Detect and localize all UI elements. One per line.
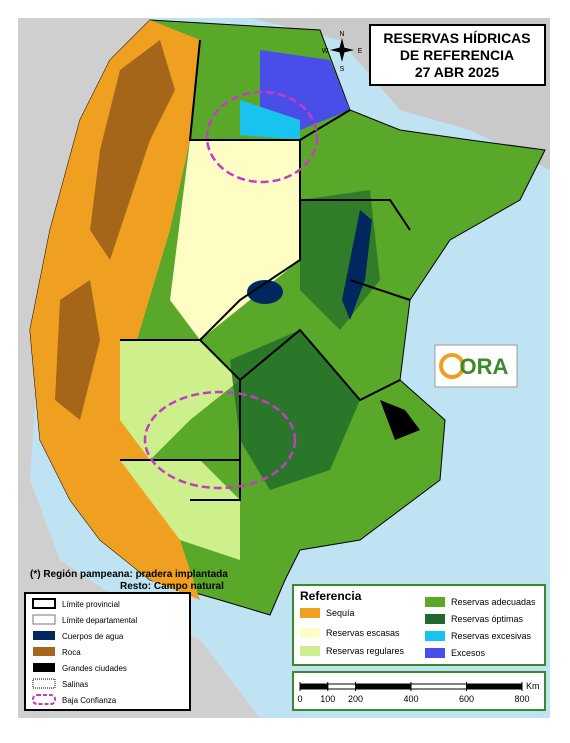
legend-swatch xyxy=(425,648,445,658)
legend-label: Excesos xyxy=(451,648,486,658)
title: RESERVAS HÍDRICAS xyxy=(383,30,530,46)
water-body xyxy=(342,210,372,320)
legend-swatch xyxy=(300,608,320,618)
logo-box xyxy=(434,344,518,388)
legend-swatch xyxy=(33,647,55,656)
legend-swatch xyxy=(300,628,320,638)
drought-area xyxy=(30,20,200,600)
legend-label: Cuerpos de agua xyxy=(62,632,124,641)
low-confidence xyxy=(205,90,319,184)
legend-swatch xyxy=(300,646,320,656)
compass-label: E xyxy=(358,48,363,55)
scale-label: 800 xyxy=(514,694,529,704)
legend-label: Reservas adecuadas xyxy=(451,597,536,607)
reference-box xyxy=(292,584,546,666)
legend-label: Grandes ciudades xyxy=(62,664,127,673)
title-box xyxy=(369,24,546,86)
regular-area xyxy=(120,460,240,560)
note: (*) Región pampeana: pradera implantada xyxy=(30,569,228,580)
province-borders xyxy=(120,39,411,501)
legend-label: Reservas excesivas xyxy=(451,631,532,641)
note: Resto: Campo natural xyxy=(120,581,224,592)
legend-label: Sequía xyxy=(326,608,355,618)
scale-segment xyxy=(466,683,523,690)
scale-unit: Km xyxy=(526,681,540,691)
compass-label: N xyxy=(339,31,344,38)
scale-label: 200 xyxy=(348,694,363,704)
scale-segment xyxy=(327,683,356,690)
excess-area xyxy=(260,50,350,130)
scale-label: 600 xyxy=(459,694,474,704)
rock-area xyxy=(55,280,100,420)
compass: N S E W xyxy=(322,31,363,73)
city xyxy=(380,400,420,440)
scale-segment xyxy=(299,683,329,690)
scale-box xyxy=(292,671,546,711)
legend-label: Límite departamental xyxy=(62,616,137,625)
legend-swatch xyxy=(33,663,55,672)
legend-label: Roca xyxy=(62,648,81,657)
legend-swatch xyxy=(425,631,445,641)
legend-label: Salinas xyxy=(62,680,88,689)
compass-label: W xyxy=(322,48,329,55)
scale-segment xyxy=(355,683,412,690)
rock-area xyxy=(90,40,175,260)
legend-label: Reservas regulares xyxy=(326,646,405,656)
legend-swatch xyxy=(425,614,445,624)
legend-label: Baja Confianza xyxy=(62,696,117,705)
compass-label: S xyxy=(340,66,345,73)
legend-swatch xyxy=(33,631,55,640)
scale-label: 0 xyxy=(297,694,302,704)
excessive-area xyxy=(240,100,300,140)
legend-label: Reservas óptimas xyxy=(451,614,524,624)
legend-swatch xyxy=(32,678,56,689)
legend-swatch xyxy=(425,597,445,607)
legend-label: Límite provincial xyxy=(62,600,120,609)
reference-title: Referencia xyxy=(300,589,362,603)
scarce-area xyxy=(170,140,300,340)
scale-bar: 0 100 200 400 600 800 Km xyxy=(297,681,539,704)
title: DE REFERENCIA xyxy=(400,47,514,63)
low-confidence xyxy=(143,390,297,490)
scale-label: 400 xyxy=(403,694,418,704)
logo-text: ORA xyxy=(460,354,509,379)
scale-label: 100 xyxy=(320,694,335,704)
title: 27 ABR 2025 xyxy=(415,64,500,80)
legend-swatch xyxy=(32,598,56,609)
water-body xyxy=(247,280,283,304)
legend-swatch xyxy=(32,614,56,625)
scale-segment xyxy=(410,683,467,690)
regular-area xyxy=(120,340,240,460)
optimal-area xyxy=(230,330,360,490)
legend-label: Reservas escasas xyxy=(326,628,400,638)
legend-swatch xyxy=(32,694,56,705)
logo-icon xyxy=(439,353,465,379)
